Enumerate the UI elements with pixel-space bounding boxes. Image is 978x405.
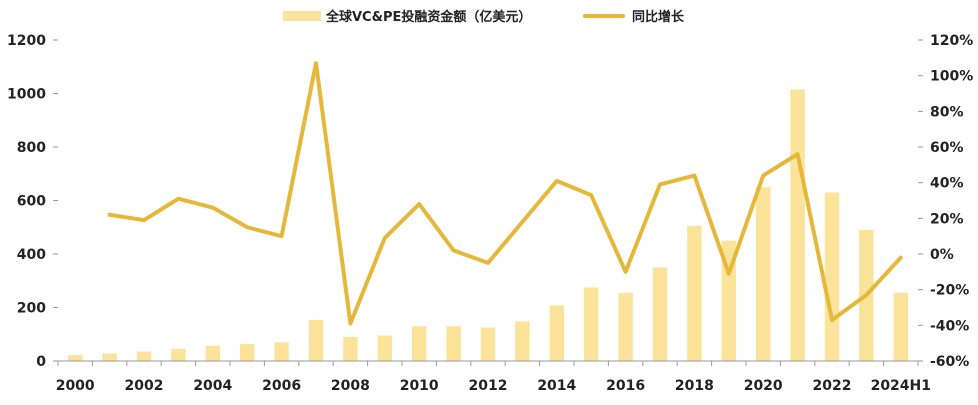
bar-2001 (102, 354, 116, 361)
bar-2020 (756, 187, 770, 361)
left-tick-label-1200: 1200 (7, 33, 46, 49)
bar-series (68, 89, 908, 361)
x-tick-label-2000: 2000 (56, 378, 95, 394)
bar-2009 (378, 336, 392, 361)
left-tick-label-0: 0 (36, 354, 46, 370)
x-tick-label-2016: 2016 (606, 378, 645, 394)
bar-2003 (171, 349, 185, 361)
left-axis-ticks: 0 200 400 600 800 1000 1200 (7, 33, 58, 370)
bar-2002 (137, 352, 151, 361)
x-tick-label-2002: 2002 (125, 378, 164, 394)
growth-line (110, 63, 901, 323)
bar-2008 (343, 337, 357, 361)
left-tick-label-800: 800 (17, 140, 46, 156)
right-tick-label-120: 120% (930, 33, 973, 49)
x-tick-label-2024H1: 2024H1 (871, 378, 931, 394)
x-tick-label-2020: 2020 (744, 378, 783, 394)
bar-2017 (653, 267, 667, 361)
right-tick-label--20: -20% (930, 283, 969, 299)
bar-2007 (309, 320, 323, 361)
x-tick-label-2010: 2010 (400, 378, 439, 394)
x-tick-label-2018: 2018 (675, 378, 714, 394)
left-tick-label-200: 200 (17, 301, 46, 317)
x-tick-label-2014: 2014 (537, 378, 576, 394)
bar-2005 (240, 344, 254, 361)
bar-2021 (790, 89, 804, 361)
right-tick-label-40: 40% (930, 176, 964, 192)
left-tick-label-1000: 1000 (7, 87, 46, 103)
bar-2018 (687, 226, 701, 361)
right-tick-label--60: -60% (930, 354, 969, 370)
x-axis-ticks: 2000 2002 2004 2006 2008 2010 2012 2014 2016 2018… (56, 361, 931, 394)
right-tick-label--40: -40% (930, 318, 969, 334)
legend-label-line: 同比增长 (632, 9, 685, 25)
bar-2011 (446, 326, 460, 361)
bar-2013 (515, 321, 529, 361)
right-tick-label-100: 100% (930, 69, 973, 85)
bar-2010 (412, 326, 426, 361)
x-tick-label-2008: 2008 (331, 378, 370, 394)
x-tick-label-2004: 2004 (193, 378, 232, 394)
bar-2016 (618, 293, 632, 361)
legend: 全球VC&PE投融资金额（亿美元） 同比增长 (283, 9, 685, 25)
bar-2015 (584, 287, 598, 361)
bar-2024H1 (894, 293, 908, 361)
legend-swatch-bar (283, 11, 321, 21)
bar-2004 (206, 346, 220, 361)
x-tick-label-2022: 2022 (813, 378, 852, 394)
right-tick-label-80: 80% (930, 104, 964, 120)
right-tick-label-0: 0% (930, 247, 954, 263)
bar-2014 (550, 305, 564, 361)
x-tick-label-2012: 2012 (469, 378, 508, 394)
x-tick-label-2006: 2006 (262, 378, 301, 394)
left-tick-label-600: 600 (17, 194, 46, 210)
bar-2012 (481, 328, 495, 361)
left-tick-label-400: 400 (17, 247, 46, 263)
right-tick-label-60: 60% (930, 140, 964, 156)
bar-2022 (825, 192, 839, 361)
legend-label-bar: 全球VC&PE投融资金额（亿美元） (325, 9, 531, 25)
line-series (110, 63, 901, 323)
right-axis-ticks: -60% -40% -20% 0% 20% 40% 60% 80% 100% 120% (918, 33, 973, 370)
bar-2000 (68, 355, 82, 361)
right-tick-label-20: 20% (930, 211, 964, 227)
bar-2006 (274, 342, 288, 361)
